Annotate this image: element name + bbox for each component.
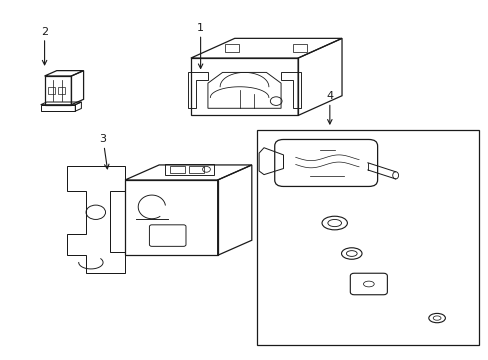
Text: 1: 1 xyxy=(197,23,203,68)
Bar xyxy=(293,44,306,52)
Bar xyxy=(58,87,65,94)
Bar xyxy=(169,166,184,173)
Bar xyxy=(164,164,213,175)
Bar xyxy=(224,44,238,52)
Text: 4: 4 xyxy=(325,91,333,124)
Text: 3: 3 xyxy=(100,134,109,169)
Bar xyxy=(256,130,478,345)
Bar xyxy=(48,87,55,94)
Text: 2: 2 xyxy=(41,27,48,65)
Bar xyxy=(189,166,203,173)
